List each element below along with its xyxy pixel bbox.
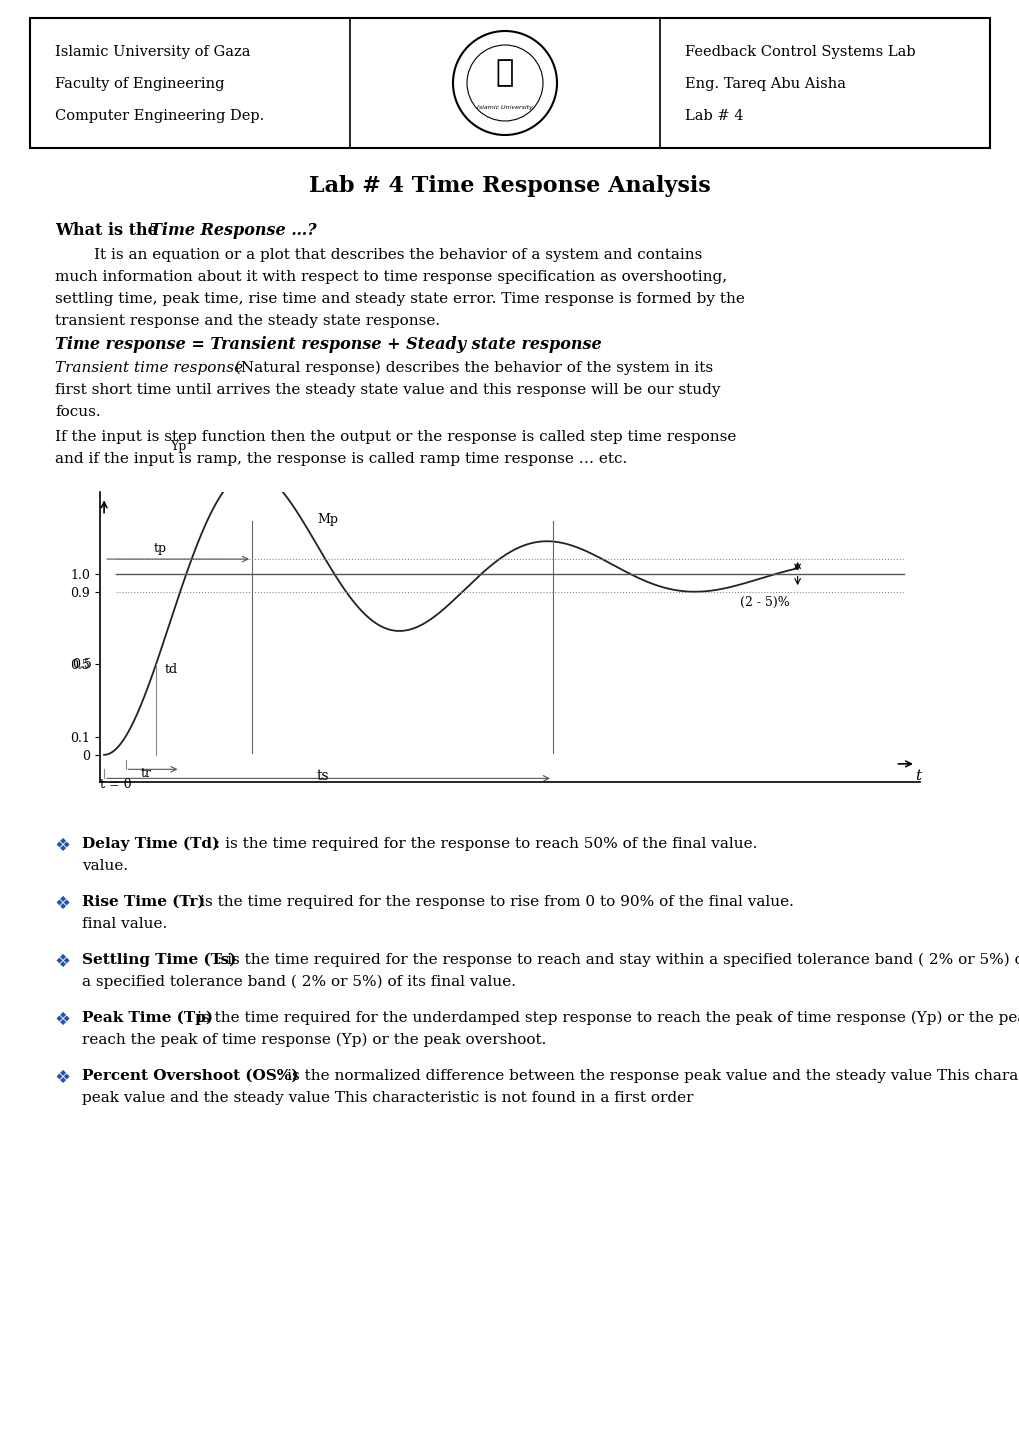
Text: : is the time required for the underdamped step response to reach the peak of ti: : is the time required for the underdamp… — [186, 1012, 1019, 1026]
Text: Mp: Mp — [317, 512, 338, 525]
Text: Islamic University: Islamic University — [477, 105, 532, 111]
Text: value.: value. — [82, 859, 128, 873]
Text: If the input is step function then the output or the response is called step tim: If the input is step function then the o… — [55, 430, 736, 444]
Text: Lab # 4: Lab # 4 — [685, 110, 743, 123]
Text: 🏛: 🏛 — [495, 59, 514, 88]
Text: Faculty of Engineering: Faculty of Engineering — [55, 76, 224, 91]
Text: and if the input is ramp, the response is called ramp time response … etc.: and if the input is ramp, the response i… — [55, 452, 627, 466]
Text: What is the: What is the — [55, 222, 163, 240]
Text: first short time until arrives the steady state value and this response will be : first short time until arrives the stead… — [55, 382, 719, 397]
Text: settling time, peak time, rise time and steady state error. Time response is for: settling time, peak time, rise time and … — [55, 291, 744, 306]
Text: Eng. Tareq Abu Aisha: Eng. Tareq Abu Aisha — [685, 76, 845, 91]
Text: Percent Overshoot (OS%): Percent Overshoot (OS%) — [82, 1069, 299, 1084]
Text: a specified tolerance band ( 2% or 5%) of its final value.: a specified tolerance band ( 2% or 5%) o… — [82, 975, 516, 990]
Text: much information about it with respect to time response specification as oversho: much information about it with respect t… — [55, 270, 727, 284]
FancyBboxPatch shape — [30, 17, 989, 149]
Text: ❖: ❖ — [55, 837, 71, 856]
Text: ❖: ❖ — [55, 895, 71, 913]
Text: : is the normalized difference between the response peak value and the steady va: : is the normalized difference between t… — [277, 1069, 1019, 1084]
Text: : is the time required for the response to rise from 0 to 90% of the final value: : is the time required for the response … — [190, 895, 793, 909]
Text: Yp: Yp — [170, 440, 186, 453]
Text: final value.: final value. — [82, 916, 167, 931]
Text: Time Response …?: Time Response …? — [150, 222, 316, 240]
Text: tr: tr — [141, 766, 152, 779]
Text: (2 - 5)%: (2 - 5)% — [740, 596, 790, 609]
Text: ts: ts — [316, 769, 328, 784]
Text: tp: tp — [153, 541, 166, 554]
Text: Time response = Transient response + Steady state response: Time response = Transient response + Ste… — [55, 336, 601, 354]
Text: ❖: ❖ — [55, 1012, 71, 1029]
Text: t: t — [914, 769, 920, 784]
Text: Islamic University of Gaza: Islamic University of Gaza — [55, 45, 251, 59]
Text: : is the time required for the response to reach 50% of the final value.: : is the time required for the response … — [215, 837, 757, 851]
Text: : is the time required for the response to reach and stay within a specified tol: : is the time required for the response … — [217, 952, 1019, 967]
Text: 0.5: 0.5 — [72, 658, 92, 671]
Text: Feedback Control Systems Lab: Feedback Control Systems Lab — [685, 45, 915, 59]
Text: t = 0: t = 0 — [100, 778, 131, 791]
Text: ❖: ❖ — [55, 1069, 71, 1087]
Text: Lab # 4 Time Response Analysis: Lab # 4 Time Response Analysis — [309, 175, 710, 198]
Text: Transient time response: Transient time response — [55, 361, 243, 375]
Text: focus.: focus. — [55, 405, 101, 418]
Text: Delay Time (Td): Delay Time (Td) — [82, 837, 219, 851]
Text: Computer Engineering Dep.: Computer Engineering Dep. — [55, 110, 264, 123]
Text: peak value and the steady value This characteristic is not found in a first orde: peak value and the steady value This cha… — [82, 1091, 693, 1105]
Text: It is an equation or a plot that describes the behavior of a system and contains: It is an equation or a plot that describ… — [55, 248, 702, 263]
Text: ❖: ❖ — [55, 952, 71, 971]
Text: transient response and the steady state response.: transient response and the steady state … — [55, 315, 439, 328]
Text: Peak Time (Tp): Peak Time (Tp) — [82, 1012, 213, 1026]
Text: (Natural response) describes the behavior of the system in its: (Natural response) describes the behavio… — [229, 361, 712, 375]
Text: Rise Time (Tr): Rise Time (Tr) — [82, 895, 205, 909]
Text: td: td — [164, 664, 177, 677]
Text: reach the peak of time response (Yp) or the peak overshoot.: reach the peak of time response (Yp) or … — [82, 1033, 546, 1048]
Text: Settling Time (Ts): Settling Time (Ts) — [82, 952, 236, 967]
